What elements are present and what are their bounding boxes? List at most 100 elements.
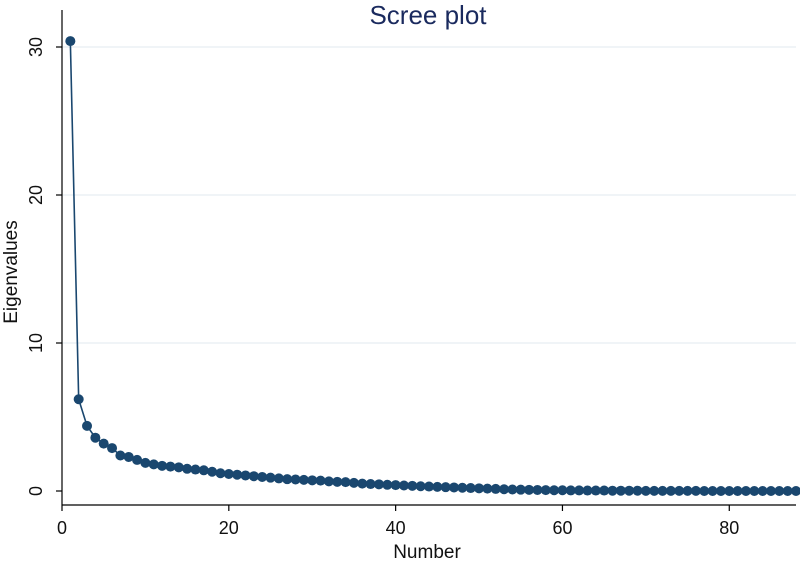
data-series <box>65 36 800 496</box>
data-point <box>415 481 426 492</box>
data-point <box>624 485 635 496</box>
data-point <box>340 477 351 488</box>
data-point <box>323 476 334 487</box>
data-point <box>282 474 293 485</box>
data-point <box>515 484 526 495</box>
data-point <box>215 468 226 479</box>
x-tick-label: 60 <box>552 518 572 538</box>
data-point <box>457 482 468 493</box>
data-point <box>574 485 585 496</box>
data-point <box>557 485 568 496</box>
data-point <box>707 486 718 496</box>
data-point <box>357 478 368 489</box>
data-point <box>165 461 176 472</box>
data-point <box>740 486 751 496</box>
data-point <box>432 481 443 492</box>
data-point <box>240 470 251 481</box>
x-tick-label: 80 <box>719 518 739 538</box>
data-point <box>699 486 710 496</box>
data-point <box>82 420 93 431</box>
data-point <box>390 480 401 491</box>
data-point <box>190 464 201 475</box>
data-point <box>465 483 476 494</box>
data-point <box>657 485 668 496</box>
data-point <box>665 485 676 496</box>
data-point <box>307 475 318 486</box>
y-axis-label: Eigenvalues <box>1 220 22 324</box>
data-point <box>499 484 510 495</box>
data-point <box>490 483 501 494</box>
data-point <box>590 485 601 496</box>
data-point <box>524 484 535 495</box>
data-point <box>774 486 785 496</box>
data-point <box>98 438 109 449</box>
data-point <box>198 465 209 476</box>
data-point <box>273 473 284 484</box>
data-point <box>649 485 660 496</box>
data-point <box>398 480 409 491</box>
axes: 0 10 20 30 0 20 40 60 80 <box>26 10 796 538</box>
data-point <box>107 443 118 454</box>
data-point <box>482 483 493 494</box>
data-point <box>382 479 393 490</box>
data-point <box>348 477 359 488</box>
data-point <box>765 486 776 496</box>
y-tick-label: 30 <box>26 37 46 57</box>
data-point <box>223 468 234 479</box>
data-point <box>90 432 101 443</box>
data-point <box>315 475 326 486</box>
y-tick-label: 10 <box>26 333 46 353</box>
data-point <box>565 485 576 496</box>
data-point <box>682 485 693 496</box>
gridlines <box>62 46 796 344</box>
data-point <box>290 474 301 485</box>
data-point <box>690 485 701 496</box>
data-point <box>615 485 626 496</box>
y-tick-label: 0 <box>26 486 46 496</box>
y-tick-label: 20 <box>26 185 46 205</box>
data-point <box>123 451 134 462</box>
data-point <box>115 450 126 461</box>
data-point <box>599 485 610 496</box>
x-tick-label: 0 <box>57 518 67 538</box>
x-tick-label: 40 <box>386 518 406 538</box>
data-point <box>207 466 218 477</box>
x-axis-label: Number <box>393 542 461 563</box>
data-point <box>549 485 560 496</box>
data-point <box>365 479 376 490</box>
data-point <box>73 394 84 405</box>
x-tick-label: 20 <box>219 518 239 538</box>
data-point <box>132 454 143 465</box>
data-point <box>532 484 543 495</box>
data-point <box>607 485 618 496</box>
data-point <box>749 486 760 496</box>
data-point <box>674 485 685 496</box>
data-point <box>732 486 743 496</box>
data-point <box>373 479 384 490</box>
data-point <box>724 486 735 496</box>
data-point <box>449 482 460 493</box>
data-point <box>248 471 259 482</box>
data-point <box>791 486 800 496</box>
data-point <box>140 457 151 468</box>
data-point <box>232 469 243 480</box>
data-point <box>507 484 518 495</box>
data-point <box>157 460 168 471</box>
data-point <box>332 476 343 487</box>
data-point <box>265 472 276 483</box>
data-point <box>257 471 268 482</box>
data-point <box>65 36 76 47</box>
data-point <box>182 463 193 474</box>
data-point <box>757 486 768 496</box>
data-point <box>640 485 651 496</box>
data-point <box>407 480 418 491</box>
data-point <box>782 486 793 496</box>
data-point <box>424 481 434 492</box>
data-point <box>540 485 551 496</box>
data-point <box>632 485 643 496</box>
data-point <box>582 485 593 496</box>
data-point <box>173 462 184 473</box>
data-point <box>298 474 309 485</box>
